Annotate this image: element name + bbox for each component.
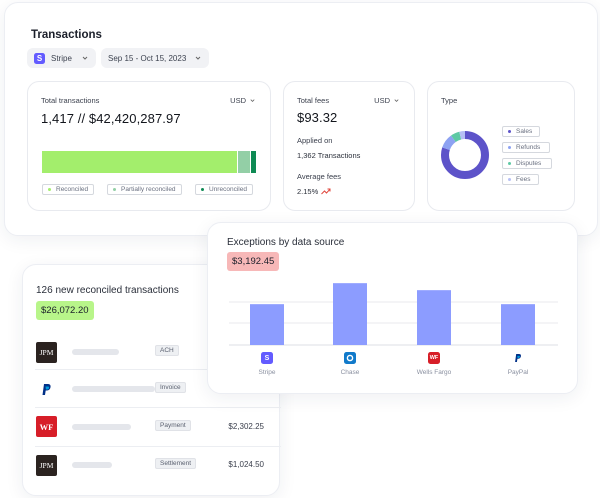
paypal-logo-icon [36,379,57,400]
bar-paypal [501,304,535,345]
jpm-logo-icon: JPM [36,342,57,363]
legend-sales: Sales [502,126,540,137]
unreconciled-segment [249,151,256,173]
placeholder-text [72,349,119,355]
wells-fargo-logo-icon: WF [36,416,57,437]
date-filter-label: Sep 15 - Oct 15, 2023 [108,53,187,63]
total-transactions-card: Total transactions USD 1,417 // $42,420,… [27,81,271,211]
bar-chase [333,283,367,345]
row-divider [35,407,281,408]
chevron-down-icon [250,99,255,102]
legend-label: Reconciled [56,186,89,193]
source-label-paypal: PayPal [507,369,529,376]
applied-on-label: Applied on [297,136,333,145]
row-amount: $2,302.25 [228,422,264,431]
legend-fees: Fees [502,174,539,185]
paypal-icon [42,384,51,395]
total-fees-card: Total fees USD $93.32 Applied on 1,362 T… [283,81,415,211]
legend-reconciled: Reconciled [42,184,95,195]
paypal-icon [512,352,524,364]
stripe-icon: S [34,52,45,64]
legend-disputes: Disputes [502,158,552,169]
currency-select[interactable]: USD [230,96,256,105]
legend-label: Disputes [516,160,542,167]
chase-icon [344,352,356,364]
chase-octagon-icon [346,354,354,362]
total-transactions-value: 1,417 // $42,420,287.97 [41,111,181,126]
currency-label: USD [230,96,246,105]
transaction-type-tag: Invoice [155,382,186,393]
paypal-logo-icon [515,354,521,362]
table-row[interactable]: JPM Settlement $1,024.50 [23,446,281,485]
placeholder-text [72,424,131,430]
source-label-chase: Chase [340,369,360,376]
reconciled-segment [42,151,237,173]
unreconciled-dot [201,188,204,191]
exceptions-title: Exceptions by data source [227,237,345,248]
type-label: Type [441,96,458,105]
transaction-type-tag: ACH [155,345,179,356]
table-row[interactable]: WF Payment $2,302.25 [23,408,281,447]
stripe-icon: S [261,352,273,364]
bar-stripe [250,304,284,345]
legend-unreconciled: Unreconciled [195,184,253,195]
row-amount: $1,024.50 [228,460,264,469]
type-card: Type Sales Refunds Disputes Fees [427,81,575,211]
page-title: Transactions [31,29,102,41]
legend-label: Unreconciled [209,186,247,193]
date-filter-dropdown[interactable]: Sep 15 - Oct 15, 2023 [101,48,209,68]
total-transactions-label: Total transactions [41,96,100,105]
fees-dot [508,178,511,181]
legend-label: Refunds [516,144,541,151]
legend-label: Partially reconciled [121,186,176,193]
exceptions-panel: Exceptions by data source $3,192.45 S St… [207,222,578,394]
average-fees-label: Average fees [297,172,342,181]
refunds-dot [508,146,511,149]
currency-label: USD [374,96,390,105]
sales-dot [508,130,511,133]
legend-label: Fees [516,176,531,183]
partially-dot [113,188,116,191]
applied-on-value: 1,362 Transactions [297,151,361,160]
table-row[interactable]: JPM ACH [23,333,281,372]
trend-up-icon [321,188,331,195]
row-divider [35,369,281,370]
exceptions-bar-chart [229,283,558,346]
transaction-type-tag: Settlement [155,458,197,469]
total-fees-value: $93.32 [297,110,338,125]
reconciled-dot [48,188,51,191]
placeholder-text [72,462,112,468]
average-fees-value: 2.15% [297,187,319,196]
chevron-down-icon [195,56,201,60]
source-label-stripe: Stripe [258,369,276,376]
source-label-wells-fargo: Wells Fargo [416,369,452,376]
average-fees-row: 2.15% [297,187,331,196]
fees-currency-select[interactable]: USD [374,96,400,105]
transactions-panel: Transactions S Stripe Sep 15 - Oct 15, 2… [4,2,598,236]
source-filter-dropdown[interactable]: S Stripe [27,48,96,68]
bar-wells-fargo [417,290,451,345]
total-fees-label: Total fees [297,96,330,105]
row-divider [35,446,281,447]
source-filter-label: Stripe [51,53,72,63]
reconciled-title: 126 new reconciled transactions [36,285,179,296]
partially-reconciled-segment [236,151,250,173]
wells-fargo-icon: WF [428,352,440,364]
legend-refunds: Refunds [502,142,550,153]
transaction-type-tag: Payment [155,420,191,431]
chevron-down-icon [82,56,88,60]
donut-slice-fees [441,131,489,179]
chevron-down-icon [394,99,399,102]
disputes-dot [508,162,511,165]
exceptions-amount-badge: $3,192.45 [227,252,280,271]
type-donut-chart [441,131,489,179]
table-row[interactable]: Invoice [23,370,281,409]
legend-partially-reconciled: Partially reconciled [107,184,182,195]
legend-label: Sales [516,128,533,135]
placeholder-text [72,386,155,392]
jpm-logo-icon: JPM [36,455,57,476]
reconciled-amount-badge: $26,072.20 [36,301,94,320]
reconciliation-bar [42,151,256,173]
